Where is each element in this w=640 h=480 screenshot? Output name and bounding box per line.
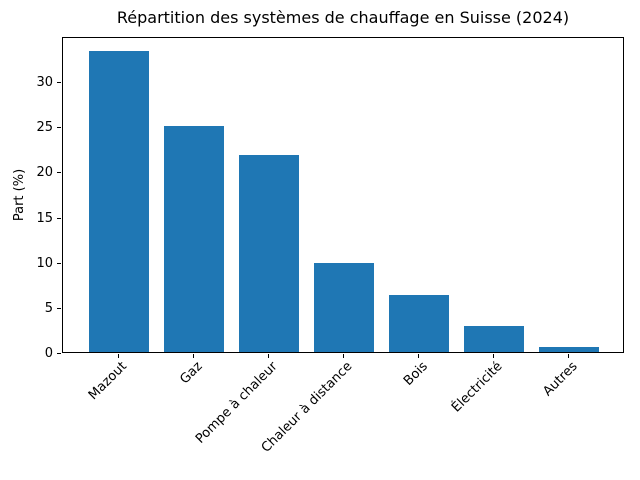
y-tick-mark bbox=[57, 307, 61, 309]
y-tick-label-5: 5 bbox=[44, 300, 53, 316]
y-tick-mark bbox=[57, 217, 61, 219]
y-tick-label-20: 20 bbox=[36, 165, 53, 181]
x-tick-label-electricite: Électricité bbox=[449, 359, 506, 416]
y-tick-mark bbox=[57, 353, 61, 354]
y-tick-label-15: 15 bbox=[36, 210, 53, 226]
x-tick-label-autres: Autres bbox=[540, 359, 582, 400]
x-tick-mark bbox=[568, 354, 570, 358]
bar-electricite bbox=[464, 325, 525, 352]
bar-autres bbox=[539, 346, 600, 352]
x-tick-label-pompe-a-chaleur: Pompe à chaleur bbox=[192, 359, 281, 447]
x-tick-mark bbox=[343, 354, 344, 358]
chart-title: Répartition des systèmes de chauffage en… bbox=[116, 8, 570, 27]
y-tick-mark bbox=[57, 82, 61, 84]
bar-pompe-a-chaleur bbox=[238, 155, 299, 352]
y-tick-label-25: 25 bbox=[36, 120, 53, 136]
x-tick-mark bbox=[418, 354, 420, 358]
x-tick-mark bbox=[117, 354, 119, 358]
x-tick-label-mazout: Mazout bbox=[86, 359, 131, 404]
y-tick-label-0: 0 bbox=[44, 346, 53, 361]
bar-mazout bbox=[88, 51, 149, 352]
x-tick-label-gaz: Gaz bbox=[177, 359, 206, 388]
plot-area bbox=[62, 37, 624, 353]
y-tick-mark bbox=[57, 172, 61, 174]
x-tick-mark bbox=[192, 354, 194, 358]
x-tick-label-bois: Bois bbox=[400, 359, 431, 389]
x-tick-mark bbox=[493, 354, 495, 358]
bar-bois bbox=[389, 295, 450, 352]
bar-chaleur-a-distance bbox=[313, 262, 375, 352]
bar-gaz bbox=[163, 126, 224, 352]
x-tick-mark bbox=[267, 354, 269, 358]
y-tick-label-10: 10 bbox=[36, 255, 53, 271]
y-tick-mark bbox=[57, 127, 61, 129]
y-tick-mark bbox=[57, 262, 61, 264]
y-tick-label-30: 30 bbox=[36, 75, 53, 91]
